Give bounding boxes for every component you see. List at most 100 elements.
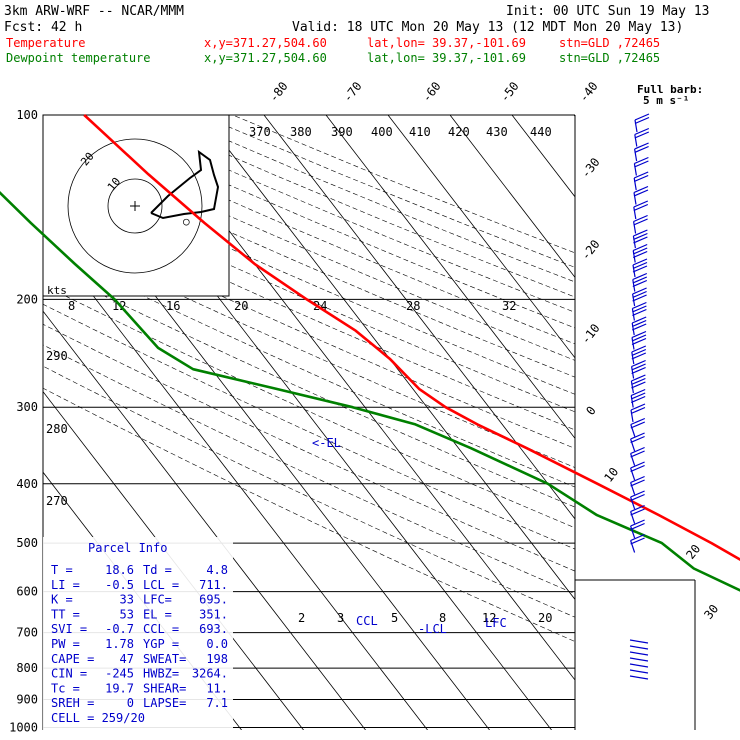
wind-barb-staff [630, 540, 636, 553]
parcel-info-value: 11. [206, 681, 228, 695]
wind-barb-low [629, 651, 649, 656]
wind-barb-flag [631, 352, 647, 360]
wind-barb-staff [633, 163, 637, 176]
theta-e-tick-label: 370 [249, 125, 271, 139]
theta-e-tick-label: 390 [331, 125, 353, 139]
parcel-info-value: 198 [206, 652, 228, 666]
parcel-info-value: 18.6 [105, 563, 134, 577]
init-time: Init: 00 UTC Sun 19 May 13 [506, 4, 710, 19]
wind-barb-staff [630, 525, 636, 539]
wind-barb-flag [630, 395, 646, 404]
forecast-hour: Fcst: 42 h [4, 20, 82, 35]
isotherm-line [43, 229, 429, 730]
wind-barb-flag [630, 421, 646, 429]
valid-time: Valid: 18 UTC Mon 20 May 13 (12 MDT Mon … [292, 20, 683, 35]
wind-barb-flag [634, 127, 650, 136]
parcel-info-value: 0 [127, 696, 134, 710]
isotherm-line [449, 115, 575, 279]
wind-barb-flag [631, 377, 646, 386]
wind-barb-flag [633, 174, 649, 183]
theta-e-tick-label: 400 [371, 125, 393, 139]
wind-barb-flag [631, 381, 646, 389]
mixing-ratio-tick-label: 3 [337, 611, 344, 625]
pressure-tick-label: 700 [16, 626, 38, 640]
ccl-marker: CCL [356, 614, 378, 628]
wind-speed-unit-label: kts [47, 284, 67, 297]
wind-barb-flag [633, 232, 648, 241]
wind-barb-flag [634, 116, 650, 125]
wind-barb-flag [632, 290, 647, 299]
theta-e-tick-label: 430 [486, 125, 508, 139]
wind-speed-tick-label: 8 [68, 299, 75, 313]
wind-barb-flag [630, 533, 645, 542]
wind-barb-flag [632, 294, 647, 302]
wind-barb-flag [632, 243, 648, 252]
lcl-marker: -LCL [418, 622, 447, 636]
wind-barb-flag [630, 522, 645, 531]
wind-barb-flag [631, 323, 647, 331]
temp-legend-xy: x,y=371.27,504.60 [204, 36, 327, 50]
parcel-info-key: CIN = [51, 667, 87, 681]
parcel-info-key: LAPSE= [143, 696, 186, 710]
theta-tick-label: 280 [46, 422, 68, 436]
pressure-tick-label: 100 [16, 108, 38, 122]
wind-barb-flag [630, 537, 645, 545]
parcel-info-panel: Parcel Info T = 18.6 Td = 4.8 LI = -0.5 LCL = 7… [43, 537, 233, 733]
wind-barb-flag [630, 508, 645, 516]
theta-e-tick-label: 440 [530, 125, 552, 139]
parcel-info-key: T = [51, 563, 73, 577]
wind-barb-staff [634, 134, 638, 147]
parcel-info-key: EL = [143, 607, 172, 621]
wind-barb-staff [634, 148, 638, 162]
wind-barb-flag [632, 305, 647, 313]
wind-barb-staff [633, 192, 637, 205]
wind-barb-flag [630, 475, 645, 484]
model-title: 3km ARW-WRF -- NCAR/MMM [4, 4, 184, 19]
wind-barb-staff [633, 177, 637, 191]
wind-barb-flag [631, 348, 647, 357]
wind-barb-flag [632, 308, 647, 317]
hodograph-ring-inner [107, 178, 163, 234]
wind-barb-flag [630, 435, 645, 444]
wind-barb-flag [630, 446, 645, 455]
wind-barb-low [629, 663, 649, 668]
pressure-tick-label: 200 [16, 292, 38, 306]
hodograph-inset: 10 20 ○ [42, 114, 230, 297]
wind-barb-flag [632, 258, 648, 266]
pressure-tick-label: 400 [16, 477, 38, 491]
mixing-ratio-tick-label: 8 [439, 611, 446, 625]
isotherm-line [387, 115, 575, 359]
wind-barbs [629, 113, 650, 680]
theta-labels: 290 280 270 [46, 349, 68, 508]
wind-barb-staff [630, 467, 636, 481]
wind-barb-flag [631, 319, 647, 328]
wind-barb-flag [630, 461, 645, 469]
temp-legend-stn: stn=GLD ,72465 [559, 36, 660, 50]
parcel-info-value: 53 [120, 607, 134, 621]
parcel-info-title: Parcel Info [88, 541, 167, 555]
parcel-info-key: SHEAR= [143, 681, 186, 695]
wind-barb-flag [631, 345, 647, 353]
wind-barb-flag [632, 301, 647, 310]
wind-barb-flag [631, 316, 647, 324]
wind-barb-flag [632, 287, 647, 295]
wind-barb-flag [630, 493, 645, 502]
dry-adiabat [43, 146, 575, 378]
isotherm-line [325, 115, 575, 440]
sounding-series [0, 114, 740, 592]
wind-barb-flag [634, 131, 650, 139]
wind-barb-flag [632, 276, 648, 284]
parcel-info-key: Tc = [51, 681, 80, 695]
wind-barb-flag [630, 490, 645, 498]
mixing-ratio-labels: 2 3 5 8 12 20 [298, 611, 552, 625]
wind-barb-flag [631, 330, 647, 339]
parcel-info-key: LCL = [143, 578, 179, 592]
wind-barb-flag [630, 406, 646, 415]
parcel-info-background [43, 537, 233, 733]
hodograph-ring-outer [67, 138, 203, 274]
parcel-info-key: K = [51, 593, 73, 607]
wind-barb-flag [631, 337, 647, 346]
temperature-line [83, 114, 740, 561]
parcel-info-key: PW = [51, 637, 80, 651]
wind-barb-flag [633, 171, 649, 179]
